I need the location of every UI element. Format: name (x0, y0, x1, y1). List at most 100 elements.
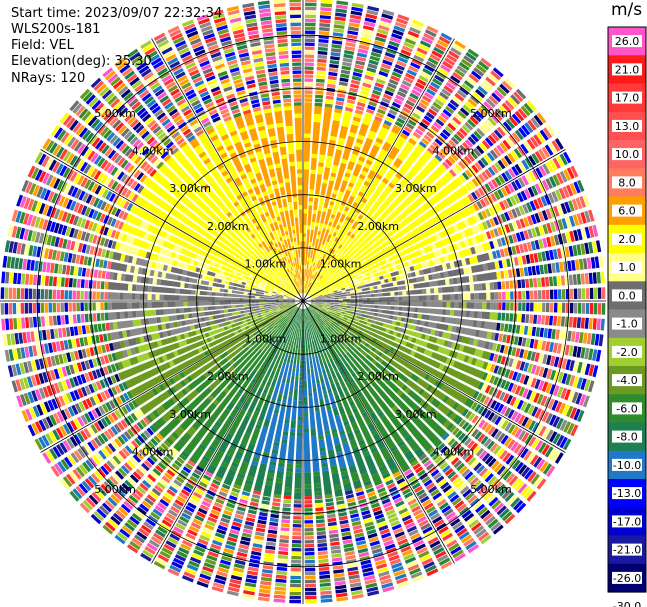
ppi-ray-gates (422, 526, 433, 534)
ppi-ray-gates (153, 479, 197, 542)
ppi-ray-gates (87, 116, 98, 127)
ppi-ray-gates (99, 213, 106, 223)
ppi-ray-gates (314, 301, 586, 314)
ppi-ray-gates (118, 210, 129, 221)
ppi-ray-gates (261, 97, 270, 102)
ppi-ray-gates (58, 264, 63, 274)
ppi-ray-gates (96, 508, 107, 519)
ppi-ray-gates (19, 313, 250, 375)
ppi-ray-gates (173, 470, 214, 534)
ppi-ray-gates (342, 539, 353, 545)
ppi-ray-gates (74, 188, 107, 211)
ppi-ray-gates (408, 529, 419, 537)
ppi-ray-gates (84, 179, 92, 190)
azimuth-spokes (0, 0, 606, 604)
ppi-ray-gates (461, 83, 472, 93)
ppi-ray-gates (493, 481, 503, 491)
ppi-ray-gates (378, 491, 388, 498)
ppi-ray-gates (314, 311, 460, 436)
ppi-ray-gates (272, 95, 303, 294)
ppi-ray-gates (52, 161, 89, 188)
ppi-ray-gates (72, 445, 134, 500)
ppi-ray-gates (468, 73, 480, 83)
ppi-ray-gates (439, 55, 475, 100)
ppi-ray-gates (186, 30, 221, 93)
ppi-ray-gates (58, 237, 84, 253)
ppi-ray-gates (567, 256, 600, 272)
ppi-ray-gates (85, 268, 102, 279)
ppi-ray-gates (217, 495, 238, 532)
ppi-ray-gates (493, 216, 500, 226)
ppi-ray-gates (411, 536, 423, 544)
ppi-ray-gates (142, 549, 154, 559)
ppi-ray-gates (304, 30, 316, 47)
ppi-ray-gates (201, 500, 211, 508)
ppi-ray-gates (275, 19, 287, 24)
ppi-ray-gates (283, 102, 303, 294)
ppi-ray-gates (316, 333, 417, 564)
ppi-ray-gates (383, 539, 394, 547)
ppi-ray-gates (50, 262, 55, 273)
ppi-ray-gates (435, 43, 447, 52)
colorbar-units-label: m/s (611, 0, 643, 20)
ppi-ray-gates (584, 226, 591, 239)
ppi-ray-gates (497, 174, 506, 184)
ppi-ray-gates (470, 95, 480, 105)
ppi-ray-gates (424, 64, 435, 73)
ppi-ray-gates (421, 108, 438, 126)
ppi-ray-gates (81, 243, 87, 254)
ppi-ray-gates (576, 228, 583, 241)
ppi-ray-gates (361, 510, 371, 516)
ppi-ray-gates (456, 89, 467, 99)
ppi-ray-gates (526, 205, 560, 226)
ppi-ray-gates (526, 302, 558, 313)
ppi-ray-gates (147, 485, 178, 524)
ppi-ray-gates (9, 318, 14, 330)
ppi-ray-gates (398, 114, 408, 121)
ppi-ray-gates (577, 302, 606, 315)
ppi-ray-gates (276, 27, 287, 32)
ppi-ray-gates (289, 6, 301, 11)
ppi-ray-gates (24, 244, 288, 299)
ppi-ray-gates (193, 468, 203, 476)
ppi-ray-gates (33, 274, 89, 289)
ppi-ray-gates (363, 517, 389, 574)
range-ring-label: 2.00km (207, 220, 249, 233)
ppi-ray-gates (496, 322, 501, 331)
ppi-ray-gates (234, 36, 246, 43)
ppi-ray-gates (462, 451, 471, 461)
field-label: Field: VEL (11, 38, 74, 53)
ppi-ray-gates (305, 40, 385, 294)
ppi-ray-gates (228, 13, 257, 93)
ppi-ray-gates (121, 448, 164, 492)
ppi-ray-gates (221, 555, 233, 562)
ppi-ray-gates (73, 434, 82, 445)
ppi-ray-gates (27, 165, 36, 178)
ppi-ray-gates (236, 44, 248, 51)
ppi-ray-gates (4, 303, 292, 362)
ppi-ray-gates (370, 544, 390, 578)
ppi-ray-gates (513, 499, 524, 511)
ppi-ray-gates (304, 308, 347, 517)
ppi-ray-gates (391, 71, 402, 79)
ppi-ray-gates (191, 41, 232, 122)
ppi-ray-gates (312, 308, 540, 485)
ppi-ray-gates (258, 4, 279, 81)
ppi-ray-gates (504, 422, 526, 441)
ppi-ray-gates (115, 140, 125, 150)
ppi-ray-gates (410, 571, 423, 579)
ppi-ray-gates (89, 196, 97, 206)
ppi-ray-gates (338, 26, 359, 87)
ppi-ray-gates (461, 129, 524, 181)
ppi-ray-gates (214, 120, 223, 127)
ppi-ray-gates (38, 373, 45, 384)
ppi-ray-gates (452, 71, 463, 81)
ppi-ray-gates (121, 472, 173, 535)
ppi-ray-gates (318, 35, 329, 44)
ppi-ray-gates (305, 308, 386, 524)
ppi-ray-gates (436, 498, 475, 547)
ppi-ray-gates (524, 173, 533, 184)
ppi-ray-gates (113, 101, 298, 296)
ppi-ray-gates (262, 364, 296, 574)
ppi-ray-gates (232, 29, 245, 39)
